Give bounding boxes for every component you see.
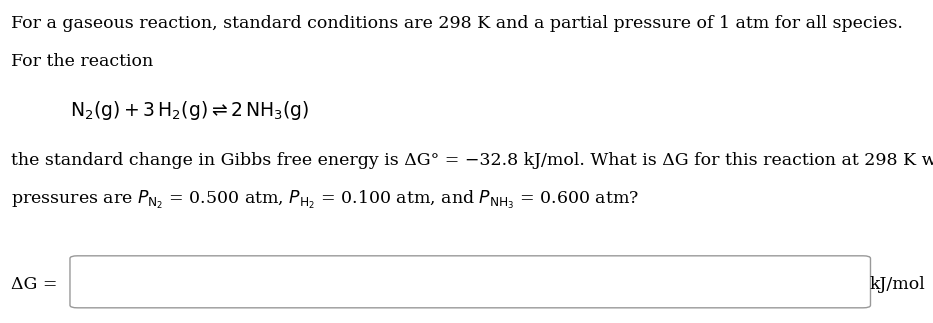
FancyBboxPatch shape <box>70 256 870 308</box>
Text: For a gaseous reaction, standard conditions are 298 K and a partial pressure of : For a gaseous reaction, standard conditi… <box>11 15 903 32</box>
Text: ΔG =: ΔG = <box>11 276 58 293</box>
Text: pressures are $P_{\mathrm{N_2}}$ = 0.500 atm, $P_{\mathrm{H_2}}$ = 0.100 atm, an: pressures are $P_{\mathrm{N_2}}$ = 0.500… <box>11 189 639 211</box>
Text: For the reaction: For the reaction <box>11 53 153 70</box>
Text: the standard change in Gibbs free energy is ΔG° = −32.8 kJ/mol. What is ΔG for t: the standard change in Gibbs free energy… <box>11 152 933 169</box>
Text: kJ/mol: kJ/mol <box>870 276 926 293</box>
Text: $\mathrm{N_2(g) + 3\,H_2(g) \rightleftharpoons 2\,NH_3(g)}$: $\mathrm{N_2(g) + 3\,H_2(g) \rightleftha… <box>70 99 310 121</box>
